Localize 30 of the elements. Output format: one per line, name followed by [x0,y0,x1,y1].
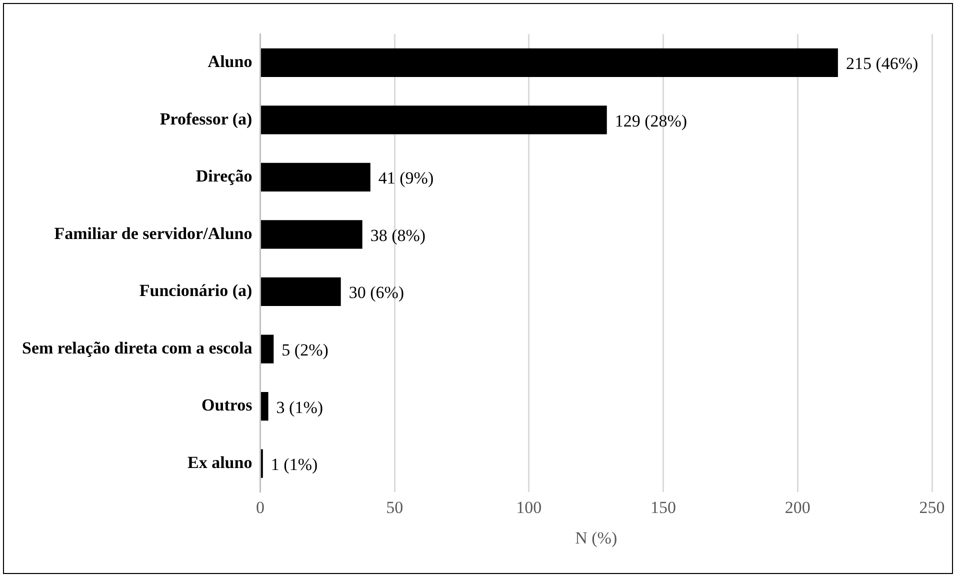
x-tick-label: 250 [919,498,945,517]
data-label: 5 (2%) [282,340,328,360]
bar [260,392,268,421]
x-tick-label: 200 [784,498,810,517]
y-tick-label: Outros [202,396,253,415]
bar [260,220,362,249]
bar [260,162,370,192]
data-label: 3 (1%) [276,398,324,417]
y-tick-label: Funcionário (a) [139,281,252,300]
x-axis-title: N (%) [575,528,618,548]
data-label: 1 (1%) [270,455,318,474]
bar [260,48,838,77]
y-tick-label: Ex aluno [187,452,252,472]
y-tick-label: Aluno [208,52,252,72]
x-tick-label: 150 [650,498,676,517]
x-tick-label: 0 [256,498,264,517]
data-label: 129 (28%) [614,111,688,130]
bar [260,106,607,134]
x-tick-label: 50 [386,498,404,517]
data-label: 30 (6%) [348,283,404,302]
data-label: 41 (9%) [378,168,434,188]
data-label: 38 (8%) [370,226,426,245]
y-tick-label: Professor (a) [160,109,252,128]
data-label: 215 (46%) [846,54,918,74]
bar [260,334,274,364]
x-tick-label: 100 [516,498,542,517]
y-tick-label: Sem relação direta com a escola [22,338,253,358]
y-tick-label: Familiar de servidor/Aluno [54,224,252,243]
y-tick-label: Direção [196,166,252,186]
bar [260,277,341,306]
